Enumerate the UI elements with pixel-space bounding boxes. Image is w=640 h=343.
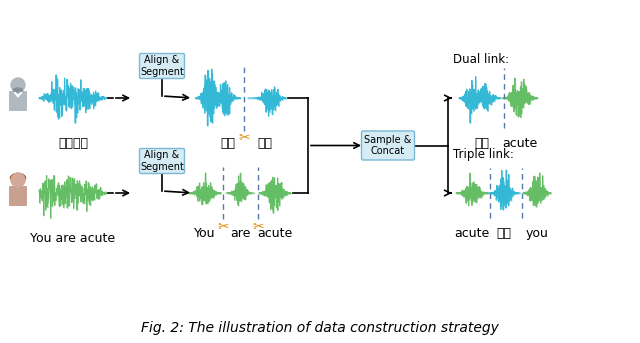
- Ellipse shape: [10, 174, 26, 182]
- Text: Triple link:: Triple link:: [453, 148, 514, 161]
- Text: You are acute: You are acute: [31, 232, 116, 245]
- Text: ✂: ✂: [217, 220, 229, 234]
- FancyBboxPatch shape: [9, 91, 27, 111]
- Text: Dual link:: Dual link:: [453, 53, 509, 66]
- Text: 打开: 打开: [221, 137, 236, 150]
- Text: 打开电视: 打开电视: [58, 137, 88, 150]
- FancyBboxPatch shape: [9, 186, 27, 206]
- Text: acute: acute: [454, 227, 490, 240]
- Text: Align &
Segment: Align & Segment: [140, 55, 184, 77]
- Text: 电视: 电视: [257, 137, 273, 150]
- Text: Fig. 2: The illustration of data construction strategy: Fig. 2: The illustration of data constru…: [141, 321, 499, 335]
- FancyBboxPatch shape: [140, 149, 184, 174]
- Text: ✂: ✂: [252, 220, 264, 234]
- Text: 电视: 电视: [497, 227, 511, 240]
- Text: are: are: [230, 227, 250, 240]
- Text: You: You: [195, 227, 216, 240]
- FancyBboxPatch shape: [362, 131, 415, 160]
- Text: 打开: 打开: [474, 137, 490, 150]
- Text: ✂: ✂: [238, 131, 250, 145]
- Text: acute: acute: [257, 227, 292, 240]
- Circle shape: [11, 173, 25, 187]
- Circle shape: [11, 78, 25, 92]
- Text: Sample &
Concat: Sample & Concat: [364, 135, 412, 156]
- FancyBboxPatch shape: [140, 54, 184, 79]
- Ellipse shape: [13, 88, 22, 92]
- Text: acute: acute: [502, 137, 538, 150]
- Text: Align &
Segment: Align & Segment: [140, 150, 184, 172]
- Text: you: you: [525, 227, 548, 240]
